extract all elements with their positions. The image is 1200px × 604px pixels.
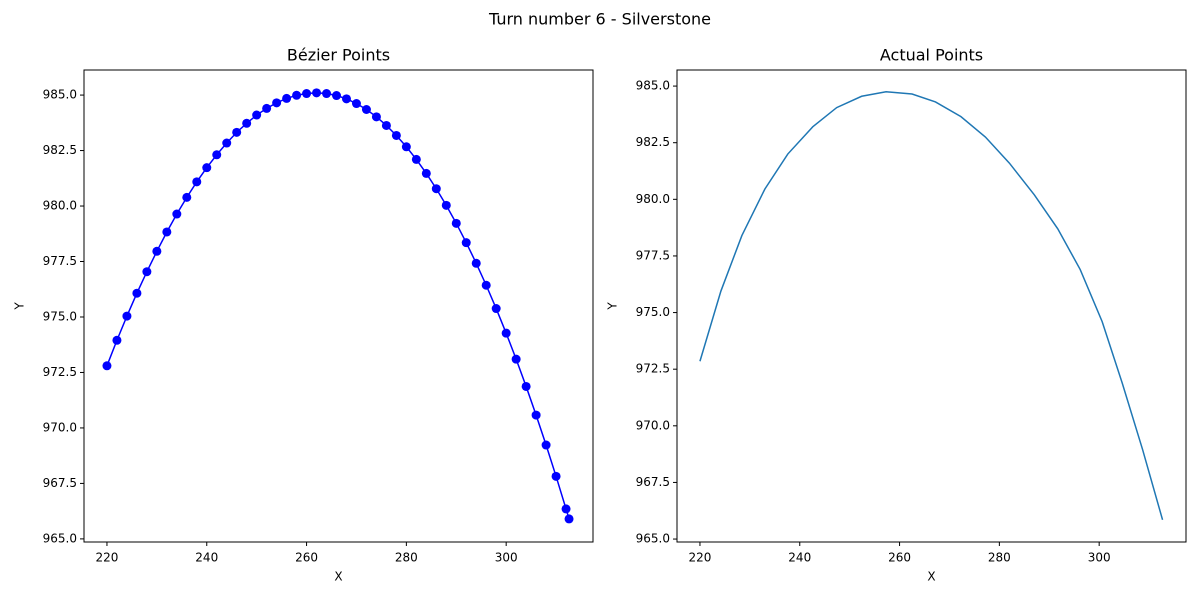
x-tick-label: 300 — [1088, 551, 1111, 565]
x-tick-label: 240 — [788, 551, 811, 565]
y-tick-label: 967.5 — [636, 475, 670, 489]
y-tick-label: 985.0 — [43, 88, 77, 102]
data-point — [122, 311, 132, 321]
y-tick-label: 970.0 — [636, 418, 670, 432]
axes-frame — [676, 69, 1187, 543]
y-tick-label: 965.0 — [43, 531, 77, 545]
axes-title: Bézier Points — [287, 46, 390, 65]
data-point — [162, 227, 172, 237]
x-axis-label: X — [927, 570, 935, 584]
x-tick-label: 260 — [295, 551, 318, 565]
data-point — [341, 94, 351, 104]
y-tick-label: 985.0 — [636, 79, 670, 93]
data-point — [401, 142, 411, 152]
y-tick-label: 972.5 — [636, 362, 670, 376]
axes-frame — [83, 69, 594, 543]
data-point — [371, 112, 381, 122]
y-tick-label: 980.0 — [43, 199, 77, 213]
y-tick-label: 975.0 — [43, 309, 77, 323]
data-point — [471, 258, 481, 268]
data-point — [202, 163, 212, 173]
data-point — [361, 104, 371, 114]
data-point — [182, 192, 192, 202]
data-point — [391, 130, 401, 140]
data-point — [481, 280, 491, 290]
data-point — [411, 154, 421, 164]
data-point — [112, 335, 122, 345]
data-point — [511, 354, 521, 364]
data-point — [292, 90, 302, 100]
data-point — [521, 381, 531, 391]
data-point — [322, 89, 332, 99]
data-point — [312, 88, 322, 98]
data-point — [332, 91, 342, 101]
data-point — [232, 127, 242, 137]
axes-title: Actual Points — [880, 46, 983, 65]
data-point — [431, 184, 441, 194]
data-point — [501, 328, 511, 338]
y-tick-label: 980.0 — [636, 192, 670, 206]
data-point — [421, 168, 431, 178]
figure-title: Turn number 6 - Silverstone — [488, 10, 711, 29]
data-point — [551, 471, 561, 481]
data-point — [491, 304, 501, 314]
x-axis-label: X — [334, 570, 342, 584]
x-tick-label: 240 — [195, 551, 218, 565]
y-tick-label: 977.5 — [43, 254, 77, 268]
data-point — [561, 504, 571, 514]
data-point — [222, 138, 232, 148]
data-point — [142, 267, 152, 277]
data-point — [212, 150, 222, 160]
data-point — [531, 410, 541, 420]
data-point — [102, 361, 112, 371]
data-point — [282, 93, 292, 103]
y-tick-label: 982.5 — [636, 135, 670, 149]
data-point — [262, 103, 272, 113]
data-point — [132, 288, 142, 298]
data-point — [272, 98, 282, 108]
x-tick-label: 220 — [96, 551, 119, 565]
x-tick-label: 260 — [888, 551, 911, 565]
data-point — [541, 440, 551, 450]
data-point — [564, 514, 574, 524]
data-point — [461, 238, 471, 248]
data-line — [699, 90, 1164, 521]
data-point — [381, 120, 391, 130]
y-tick-label: 965.0 — [636, 532, 670, 546]
data-point — [302, 89, 312, 99]
data-point — [152, 246, 162, 256]
x-tick-label: 280 — [395, 551, 418, 565]
y-tick-label: 972.5 — [43, 365, 77, 379]
y-tick-label: 967.5 — [43, 476, 77, 490]
data-point — [192, 177, 202, 187]
data-point — [351, 99, 361, 109]
y-tick-label: 970.0 — [43, 420, 77, 434]
x-tick-label: 220 — [689, 551, 712, 565]
data-point — [252, 110, 262, 120]
x-tick-label: 280 — [988, 551, 1011, 565]
y-tick-label: 977.5 — [636, 248, 670, 262]
data-point — [242, 118, 252, 128]
y-tick-label: 982.5 — [43, 143, 77, 157]
y-axis-label: Y — [13, 302, 27, 311]
data-point — [451, 218, 461, 228]
data-point — [441, 200, 451, 210]
data-point — [172, 209, 182, 219]
y-tick-label: 975.0 — [636, 305, 670, 319]
y-axis-label: Y — [606, 302, 620, 311]
x-tick-label: 300 — [495, 551, 518, 565]
